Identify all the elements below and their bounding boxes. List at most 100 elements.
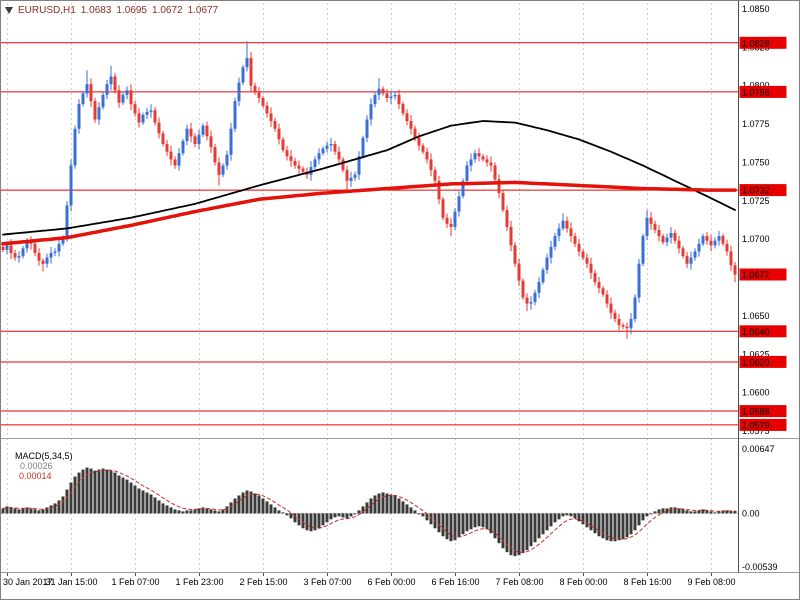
candle-body <box>253 85 257 92</box>
current-price-tag: 1.0677 <box>742 270 770 280</box>
price-chart-area[interactable] <box>1 1 738 438</box>
candle-body <box>521 280 525 298</box>
macd-histogram-bar <box>393 495 397 514</box>
candle-body <box>325 145 329 149</box>
macd-histogram-bar <box>225 506 229 514</box>
macd-histogram-bar <box>325 513 329 523</box>
macd-histogram-bar <box>521 513 525 554</box>
macd-axis-label: 0.00 <box>742 508 760 518</box>
candle-body <box>665 237 669 243</box>
macd-histogram-bar <box>461 513 465 535</box>
candle-body <box>573 236 577 244</box>
macd-histogram-bar <box>437 513 441 533</box>
candle-body <box>149 110 153 112</box>
candle-body <box>337 151 341 160</box>
macd-histogram-bar <box>101 468 105 514</box>
time-axis-scale[interactable] <box>1 573 800 600</box>
time-axis-label: 8 Feb 00:00 <box>559 577 607 587</box>
sr-level-price-tag-bg <box>739 418 787 431</box>
macd-histogram-bar <box>401 501 405 514</box>
candle-body <box>45 257 49 264</box>
macd-histogram-bar <box>165 505 169 514</box>
candle-body <box>321 148 325 154</box>
candle-body <box>109 76 113 85</box>
candle-body <box>233 101 237 129</box>
candle-body <box>193 136 197 145</box>
candle-body <box>537 282 541 293</box>
macd-name: MACD(5,34,5) <box>15 451 73 461</box>
candle-body <box>41 260 45 264</box>
candle-body <box>433 170 437 181</box>
macd-histogram-bar <box>557 513 561 520</box>
macd-histogram-bar <box>133 485 137 514</box>
macd-histogram-bar <box>73 476 77 514</box>
macd-histogram-bar <box>425 513 429 521</box>
candle-body <box>397 94 401 105</box>
macd-histogram-bar <box>349 513 353 517</box>
macd-histogram-bar <box>665 508 669 514</box>
macd-histogram-bar <box>629 513 633 535</box>
bar-low-value: 1.0672 <box>151 4 183 16</box>
macd-histogram-bar <box>721 510 725 514</box>
candle-body <box>649 217 653 224</box>
candle-body <box>261 98 265 106</box>
candle-body <box>9 245 13 253</box>
macd-histogram-bar <box>313 513 317 531</box>
candle-body <box>341 159 345 171</box>
candle-body <box>565 220 569 229</box>
price-axis-label: 1.0575 <box>742 426 770 436</box>
price-axis-label: 1.0775 <box>742 119 770 129</box>
candle-body <box>225 154 229 166</box>
slow-ma-black-line <box>2 120 736 236</box>
candle-body <box>293 160 297 166</box>
macd-histogram-bar <box>77 472 81 514</box>
sr-level-price-tag: 1.0579 <box>742 420 770 430</box>
candle-body <box>133 104 137 114</box>
candle-body <box>605 294 609 304</box>
candle-body <box>281 139 285 151</box>
macd-histogram-bar <box>281 512 285 514</box>
candle-body <box>541 269 545 283</box>
macd-histogram-bar <box>145 492 149 514</box>
macd-histogram-bar <box>217 511 221 514</box>
macd-histogram-bar <box>641 513 645 521</box>
macd-histogram-bar <box>421 513 425 517</box>
macd-histogram-bar <box>305 513 309 531</box>
candle-body <box>693 251 697 258</box>
candle-body <box>213 147 217 163</box>
sr-level-price-tag-bg <box>739 405 787 418</box>
candle-body <box>629 319 633 329</box>
time-axis-label: 7 Feb 08:00 <box>495 577 543 587</box>
macd-histogram-bar <box>661 508 665 514</box>
macd-histogram-bar <box>513 513 517 557</box>
macd-histogram-bar <box>473 513 477 528</box>
macd-histogram-bar <box>53 503 57 514</box>
candle-body <box>73 128 77 166</box>
macd-histogram-bar <box>17 509 21 514</box>
macd-histogram-bar <box>173 509 177 514</box>
candle-body <box>113 76 117 91</box>
candle-body <box>53 251 57 253</box>
candle-body <box>385 93 389 98</box>
candle-body <box>21 248 25 257</box>
macd-histogram-bar <box>141 490 145 514</box>
bar-high-value: 1.0695 <box>116 4 147 16</box>
candle-body <box>725 243 729 252</box>
bar-close-value: 1.0677 <box>187 4 219 16</box>
candle-body <box>449 223 453 227</box>
candle-body <box>477 153 481 157</box>
candle-body <box>581 251 585 258</box>
candle-body <box>121 94 125 103</box>
candle-body <box>165 144 169 152</box>
sr-level-price-tag: 1.0796 <box>742 87 770 97</box>
macd-signal-line <box>2 469 736 554</box>
macd-histogram-bar <box>405 504 409 514</box>
candle-body <box>561 220 565 229</box>
fast-ma-red-line <box>1 180 737 246</box>
macd-histogram-bar <box>577 513 581 522</box>
candle-body <box>181 141 185 154</box>
candle-body <box>17 256 21 258</box>
current-price-tag-bg <box>739 268 787 281</box>
macd-histogram-bar <box>621 513 625 540</box>
